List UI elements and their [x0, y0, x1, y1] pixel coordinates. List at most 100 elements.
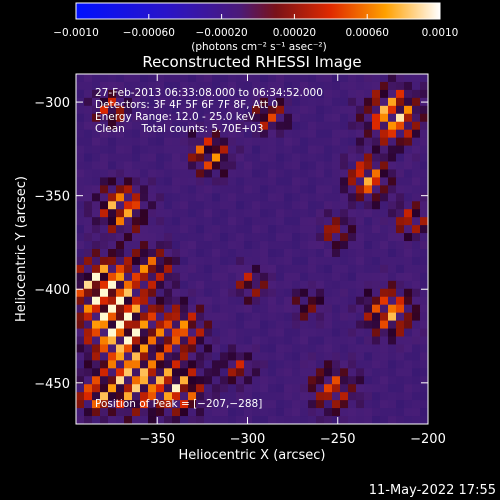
- heatmap-cell: [84, 392, 93, 401]
- heatmap-cell: [228, 233, 237, 242]
- heatmap-cell: [212, 169, 221, 178]
- heatmap-cell: [260, 241, 269, 250]
- heatmap-cell: [196, 264, 205, 274]
- heatmap-cell: [124, 256, 133, 266]
- heatmap-cell: [348, 352, 357, 361]
- heatmap-cell: [284, 201, 293, 210]
- heatmap-cell: [212, 416, 221, 424]
- heatmap-cell: [76, 304, 85, 314]
- heatmap-cell: [180, 89, 189, 99]
- heatmap-cell: [252, 344, 261, 353]
- heatmap-cell: [284, 288, 293, 298]
- heatmap-cell: [100, 296, 109, 306]
- heatmap-cell: [316, 193, 325, 202]
- heatmap-cell: [308, 368, 317, 377]
- heatmap-cell: [164, 129, 173, 139]
- heatmap-cell: [332, 376, 341, 385]
- heatmap-cell: [124, 328, 133, 338]
- heatmap-cell: [276, 312, 285, 322]
- heatmap-cell: [76, 256, 85, 266]
- heatmap-cell: [404, 97, 413, 107]
- heatmap-cell: [156, 256, 165, 266]
- heatmap-cell: [164, 137, 173, 147]
- heatmap-cell: [148, 296, 157, 306]
- heatmap-cell: [84, 153, 93, 163]
- heatmap-cell: [388, 225, 397, 234]
- heatmap-cell: [100, 272, 109, 282]
- heatmap-cell: [292, 344, 301, 353]
- heatmap-cell: [116, 193, 125, 202]
- heatmap-cell: [244, 225, 253, 234]
- heatmap-cell: [220, 344, 229, 353]
- x-axis-label: Heliocentric X (arcsec): [179, 448, 326, 463]
- heatmap-cell: [260, 81, 269, 91]
- heatmap-cell: [276, 392, 285, 401]
- heatmap-cell: [396, 344, 405, 353]
- heatmap-cell: [420, 137, 428, 147]
- heatmap-cell: [396, 416, 405, 424]
- heatmap-cell: [332, 169, 341, 178]
- colorbar-unit-label: (photons cm⁻² s⁻¹ asec⁻²): [191, 41, 326, 53]
- heatmap-cell: [420, 320, 428, 330]
- colorbar-tick-label: 0.00020: [273, 27, 316, 39]
- heatmap-cell: [164, 384, 173, 393]
- heatmap-cell: [212, 312, 221, 322]
- heatmap-cell: [364, 352, 373, 361]
- heatmap-cell: [164, 121, 173, 131]
- heatmap-cell: [172, 89, 181, 99]
- annotation-clean-counts: Clean Total counts: 5.70E+03: [95, 123, 264, 135]
- heatmap-cell: [292, 368, 301, 377]
- heatmap-cell: [284, 384, 293, 393]
- heatmap-cell: [212, 217, 221, 226]
- heatmap-cell: [364, 201, 373, 210]
- heatmap-cell: [356, 193, 365, 202]
- heatmap-cell: [332, 344, 341, 353]
- heatmap-cell: [364, 376, 373, 385]
- heatmap-cell: [380, 336, 389, 346]
- heatmap-cell: [108, 193, 117, 202]
- heatmap-cell: [308, 121, 317, 131]
- heatmap-cell: [164, 296, 173, 306]
- heatmap-cell: [140, 74, 149, 83]
- heatmap-cell: [388, 296, 397, 306]
- heatmap-cell: [372, 344, 381, 353]
- heatmap-cell: [260, 288, 269, 298]
- heatmap-cell: [236, 97, 245, 107]
- heatmap-cell: [244, 280, 253, 290]
- heatmap-cell: [404, 360, 413, 369]
- heatmap-cell: [84, 74, 93, 83]
- heatmap-cell: [420, 177, 428, 186]
- heatmap-cell: [196, 312, 205, 322]
- heatmap-cell: [196, 296, 205, 306]
- heatmap-cell: [324, 400, 333, 409]
- heatmap-cell: [324, 153, 333, 163]
- heatmap-cell: [332, 320, 341, 330]
- heatmap-cell: [324, 312, 333, 322]
- heatmap-cell: [204, 89, 213, 99]
- heatmap-cell: [412, 368, 421, 377]
- heatmap-cell: [164, 225, 173, 234]
- heatmap-cell: [204, 201, 213, 210]
- heatmap-cell: [332, 392, 341, 401]
- heatmap-cell: [268, 97, 277, 107]
- heatmap-cell: [348, 249, 357, 258]
- heatmap-cell: [100, 153, 109, 163]
- heatmap-cell: [172, 225, 181, 234]
- heatmap-cell: [124, 360, 133, 369]
- heatmap-cell: [204, 400, 213, 409]
- heatmap-cell: [188, 249, 197, 258]
- heatmap-cell: [204, 129, 213, 139]
- heatmap-cell: [372, 272, 381, 282]
- heatmap-cell: [284, 137, 293, 147]
- heatmap-cell: [172, 288, 181, 298]
- heatmap-cell: [300, 81, 309, 91]
- heatmap-cell: [228, 280, 237, 290]
- heatmap-cell: [148, 209, 157, 218]
- heatmap-cell: [340, 280, 349, 290]
- heatmap-cell: [180, 169, 189, 178]
- heatmap-cell: [164, 264, 173, 274]
- heatmap-cell: [108, 249, 117, 258]
- heatmap-cell: [188, 304, 197, 314]
- heatmap-cell: [292, 177, 301, 186]
- heatmap-cell: [276, 264, 285, 274]
